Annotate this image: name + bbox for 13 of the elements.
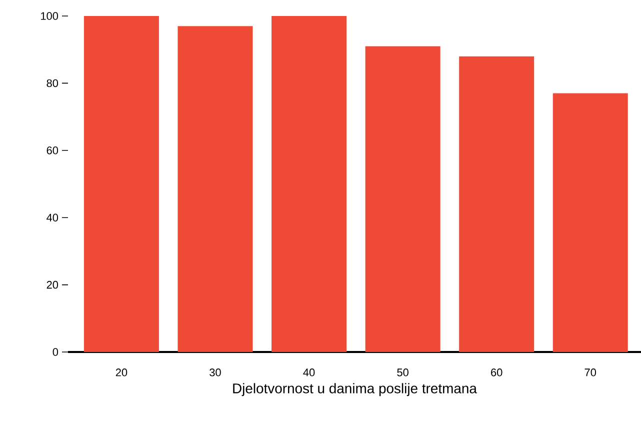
y-tick-label: 20 bbox=[46, 280, 58, 289]
y-tick-label: 60 bbox=[46, 146, 58, 154]
x-tick-label: 30 bbox=[210, 368, 221, 376]
x-tick-label: 60 bbox=[491, 368, 502, 376]
x-tick-label: 20 bbox=[116, 368, 128, 376]
y-tick-label: 80 bbox=[46, 79, 58, 88]
x-tick-label: 70 bbox=[584, 368, 596, 376]
y-tick-label: 100 bbox=[41, 12, 58, 20]
x-axis-title: Djelotvornost u danima poslije tretmana bbox=[233, 383, 477, 396]
x-tick-label: 50 bbox=[397, 368, 408, 376]
x-tick-label: 40 bbox=[303, 368, 315, 376]
y-tick-label: 0 bbox=[52, 348, 58, 356]
y-tick-label: 40 bbox=[46, 214, 58, 222]
